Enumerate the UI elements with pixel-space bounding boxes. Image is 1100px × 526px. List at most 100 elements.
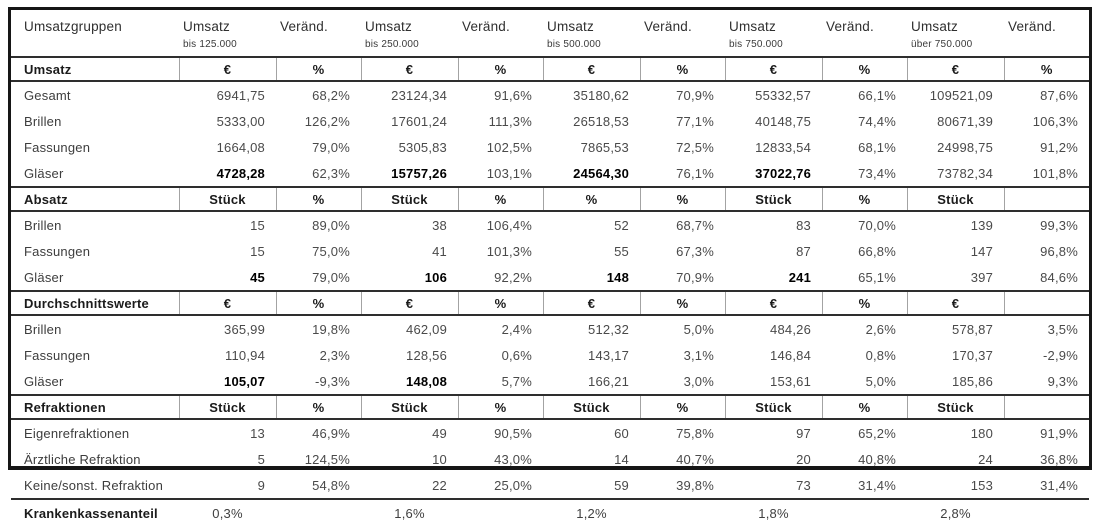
row-label: Keine/sonst. Refraktion <box>24 477 164 493</box>
cell-value: 397 <box>970 269 993 285</box>
cell-value: 40,7% <box>676 451 714 467</box>
cell-value: 124,5% <box>304 451 350 467</box>
row-label: Gesamt <box>24 87 71 103</box>
table-row: Fassungen 15 75,0% 41 101,3% 55 67,3% 87 66,8% 14… <box>11 238 1089 264</box>
cell-value: 87,6% <box>1040 87 1078 103</box>
cell-value: 5333,00 <box>216 113 265 129</box>
cell-value: € <box>178 290 276 316</box>
cell-value: 75,0% <box>312 243 350 259</box>
cell-value: 180 <box>970 425 993 441</box>
cell-value: 99,3% <box>1040 217 1078 233</box>
cell-value: 41 <box>432 243 447 259</box>
cell-value: 0,6% <box>501 347 532 363</box>
column-header-label: Veränd. <box>826 19 874 34</box>
cell-value: 9,3% <box>1047 373 1078 389</box>
row-label: Fassungen <box>24 347 91 363</box>
table-row: Brillen 5333,00 126,2% 17601,24 111,3% 26518,… <box>11 108 1089 134</box>
cell-value: 25,0% <box>494 477 532 493</box>
row-label: Brillen <box>24 321 62 337</box>
table-row: Fassungen 1664,08 79,0% 5305,83 102,5% 7865,5… <box>11 134 1089 160</box>
cell-value: 35180,62 <box>573 87 629 103</box>
cell-value: 103,1% <box>486 165 532 181</box>
cell-value: 80671,39 <box>937 113 993 129</box>
cell-value: 101,8% <box>1032 165 1078 181</box>
table-row: Gesamt 6941,75 68,2% 23124,34 91,6% 35180,62 7… <box>11 81 1089 108</box>
cell-value: 31,4% <box>858 477 896 493</box>
cell-value: 67,3% <box>676 243 714 259</box>
cell-value: % <box>275 394 361 420</box>
cell-value: Stück <box>542 394 640 420</box>
column-subheader-label: bis 125.000 <box>183 39 237 50</box>
cell-value: 92,2% <box>494 269 532 285</box>
cell-value: % <box>639 394 725 420</box>
cell-value: 153 <box>970 477 993 493</box>
cell-value: Stück <box>178 394 276 420</box>
cell-value: 139 <box>970 217 993 233</box>
cell-value: 5305,83 <box>398 139 447 155</box>
column-header: Umsatz bis 750.000 <box>725 10 822 58</box>
column-header: Veränd. <box>276 10 361 58</box>
cell-value: 75,8% <box>676 425 714 441</box>
cell-value: % <box>639 186 725 212</box>
cell-value: 68,7% <box>676 217 714 233</box>
cell-value: 40148,75 <box>755 113 811 129</box>
cell-value: 60 <box>614 425 629 441</box>
cell-value: 65,1% <box>858 269 896 285</box>
section-row: Absatz Stück% Stück%%% Stück% Stück <box>11 186 1089 212</box>
cell-value: 39,8% <box>676 477 714 493</box>
cell-value: 365,99 <box>224 321 265 337</box>
cell-value: 128,56 <box>406 347 447 363</box>
cell-value: 87 <box>796 243 811 259</box>
cell-value: 38 <box>432 217 447 233</box>
column-header-label: Veränd. <box>644 19 692 34</box>
row-label: Fassungen <box>24 139 91 155</box>
table-header-row: Umsatzgruppen Umsatz bis 125.000 Veränd. Ums… <box>11 10 1089 58</box>
cell-value: % <box>639 56 725 82</box>
cell-value: 24564,30 <box>573 165 629 181</box>
cell-value: 15 <box>250 217 265 233</box>
cell-value: € <box>360 290 458 316</box>
column-header: Veränd. <box>640 10 725 58</box>
cell-value: 90,5% <box>494 425 532 441</box>
cell-value <box>276 498 361 526</box>
cell-value: 0,3% <box>179 498 276 526</box>
cell-value: Stück <box>906 186 1004 212</box>
cell-value: 46,9% <box>312 425 350 441</box>
column-subheader-label: bis 750.000 <box>729 39 783 50</box>
cell-value: 185,86 <box>952 373 993 389</box>
column-header: Veränd. <box>822 10 907 58</box>
cell-value: 106 <box>424 269 447 285</box>
cell-value: 7865,53 <box>580 139 629 155</box>
cell-value: % <box>821 290 907 316</box>
footer-label: Krankenkassenanteil <box>11 498 179 526</box>
cell-value: 101,3% <box>486 243 532 259</box>
cell-value: % <box>821 186 907 212</box>
cell-value: % <box>457 186 543 212</box>
table-row: Fassungen 110,94 2,3% 128,56 0,6% 143,17 3,1% 1… <box>11 342 1089 368</box>
cell-value: 462,09 <box>406 321 447 337</box>
table-row: Eigenrefraktionen 13 46,9% 49 90,5% 60 75,8% 97… <box>11 419 1089 446</box>
cell-value: 5,0% <box>683 321 714 337</box>
cell-value: 9 <box>257 477 265 493</box>
row-label: Ärztliche Refraktion <box>24 451 141 467</box>
cell-value: 106,4% <box>486 217 532 233</box>
column-header-label: Umsatz <box>547 19 594 34</box>
cell-value: 15 <box>250 243 265 259</box>
cell-value <box>1003 290 1089 316</box>
cell-value: 109521,09 <box>929 87 993 103</box>
cell-value: € <box>178 56 276 82</box>
section-row: Refraktionen Stück% Stück% Stück% Stück% Stüc… <box>11 394 1089 420</box>
cell-value: 26518,53 <box>573 113 629 129</box>
cell-value: 153,61 <box>770 373 811 389</box>
cell-value: 15757,26 <box>391 165 447 181</box>
table-row: Gläser 4728,28 62,3% 15757,26 103,1% 24564,30… <box>11 160 1089 187</box>
cell-value: 484,26 <box>770 321 811 337</box>
table-row: Brillen 365,99 19,8% 462,09 2,4% 512,32 5,0% 48… <box>11 315 1089 342</box>
column-header: Umsatz über 750.000 <box>907 10 1004 58</box>
column-header-umsatzgruppen: Umsatzgruppen <box>11 10 179 58</box>
cell-value: € <box>724 290 822 316</box>
cell-value: 241 <box>788 269 811 285</box>
cell-value: 512,32 <box>588 321 629 337</box>
cell-value: % <box>275 290 361 316</box>
cell-value: Stück <box>178 186 276 212</box>
